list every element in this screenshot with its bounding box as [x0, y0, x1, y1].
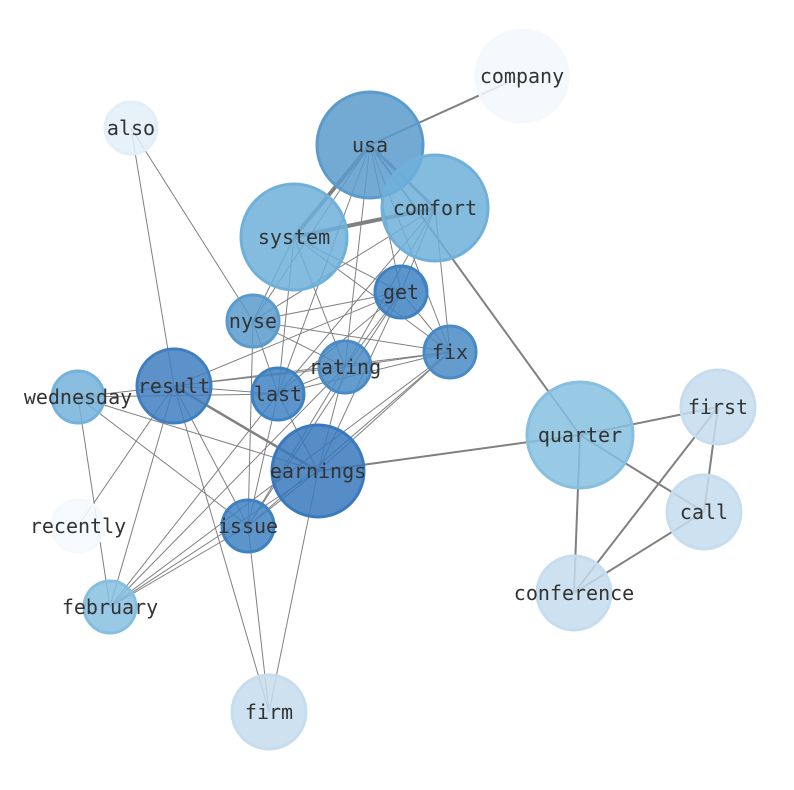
node-label: result: [138, 374, 210, 398]
node-circle: [665, 473, 743, 551]
node-circle: [103, 100, 159, 156]
edge-wednesday-issue: [77, 396, 249, 527]
node-result[interactable]: result: [135, 347, 213, 425]
node-label: nyse: [229, 309, 277, 333]
edge-also-nyse: [130, 127, 254, 322]
node-circle: [82, 579, 138, 635]
node-circle: [317, 339, 373, 395]
node-conference[interactable]: conference: [514, 554, 634, 632]
node-circle: [230, 673, 308, 751]
nodes-layer: company also usa comfort system get nyse fix rat…: [24, 28, 757, 751]
node-label: fix: [432, 340, 468, 364]
node-label: wednesday: [24, 385, 132, 409]
node-fix[interactable]: fix: [422, 324, 478, 380]
edge-nyse-fix: [252, 320, 451, 353]
edge-result-firm: [173, 385, 270, 713]
node-label: usa: [352, 133, 388, 157]
node-label: call: [680, 500, 728, 524]
edge-also-result: [130, 127, 175, 387]
node-circle: [525, 380, 635, 490]
node-recently[interactable]: recently: [30, 498, 126, 554]
node-label: conference: [514, 581, 634, 605]
node-rating[interactable]: rating: [309, 339, 381, 395]
node-label: recently: [30, 514, 126, 538]
node-last[interactable]: last: [250, 366, 306, 422]
node-label: quarter: [538, 423, 622, 447]
node-circle: [474, 28, 570, 124]
node-first[interactable]: first: [679, 368, 757, 446]
node-quarter[interactable]: quarter: [525, 380, 635, 490]
node-label: comfort: [393, 196, 477, 220]
edge-first-conference: [573, 406, 719, 594]
node-firm[interactable]: firm: [230, 673, 308, 751]
node-system[interactable]: system: [239, 182, 349, 292]
node-label: rating: [309, 355, 381, 379]
node-label: first: [688, 395, 748, 419]
node-get[interactable]: get: [373, 264, 429, 320]
node-call[interactable]: call: [665, 473, 743, 551]
edge-last-february: [109, 393, 279, 608]
node-circle: [50, 369, 106, 425]
node-circle: [250, 366, 306, 422]
node-issue[interactable]: issue: [218, 498, 278, 554]
node-label: issue: [218, 514, 278, 538]
node-label: earnings: [270, 459, 366, 483]
node-circle: [679, 368, 757, 446]
node-company[interactable]: company: [474, 28, 570, 124]
node-also[interactable]: also: [103, 100, 159, 156]
node-label: firm: [245, 700, 293, 724]
node-circle: [535, 554, 613, 632]
node-circle: [135, 347, 213, 425]
node-circle: [270, 423, 366, 519]
node-circle: [50, 498, 106, 554]
node-wednesday[interactable]: wednesday: [24, 369, 132, 425]
node-nyse[interactable]: nyse: [225, 293, 281, 349]
edge-fix-result: [173, 351, 451, 387]
node-label: get: [383, 280, 419, 304]
node-circle: [373, 264, 429, 320]
node-circle: [422, 324, 478, 380]
node-label: company: [480, 64, 564, 88]
node-circle: [225, 293, 281, 349]
node-label: last: [254, 382, 302, 406]
edge-nyse-issue: [247, 320, 254, 527]
node-circle: [239, 182, 349, 292]
node-label: also: [107, 116, 155, 140]
node-comfort[interactable]: comfort: [380, 153, 490, 263]
node-circle: [380, 153, 490, 263]
edge-get-result: [173, 291, 402, 387]
node-circle: [220, 498, 276, 554]
node-earnings[interactable]: earnings: [270, 423, 366, 519]
node-february[interactable]: february: [62, 579, 158, 635]
node-label: system: [258, 225, 330, 249]
node-label: february: [62, 595, 158, 619]
